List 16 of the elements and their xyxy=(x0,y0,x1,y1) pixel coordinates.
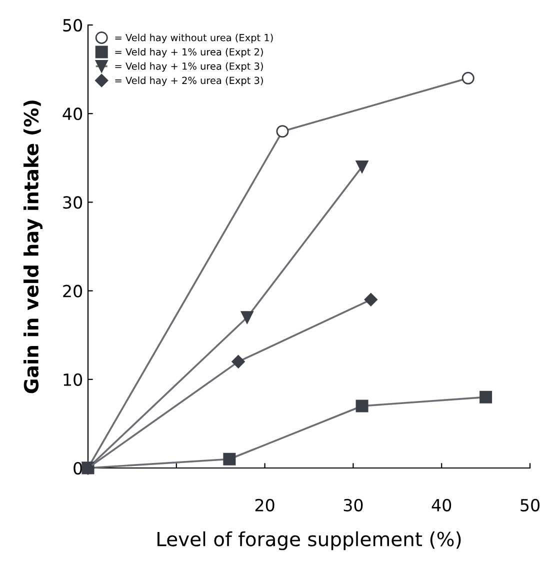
x-axis-title: Level of forage supplement (%) xyxy=(158,531,461,550)
x-tick-label: 30 xyxy=(344,498,363,512)
y-tick-label: 40 xyxy=(62,108,82,120)
y-tick-label: 20 xyxy=(63,284,82,298)
x-tick-label: 20 xyxy=(255,498,274,512)
y-tick-label: 0 xyxy=(74,462,82,475)
legend-label: = Veld hay + 1% urea (Expt 2) xyxy=(115,48,263,58)
y-tick-label: 50 xyxy=(63,18,82,32)
legend-label: = Veld hay without urea (Expt 1) xyxy=(115,34,273,44)
y-axis-title: Gain in veld hay intake (%) xyxy=(24,100,42,394)
y-tick-label: 30 xyxy=(63,196,82,209)
y-tick-label: 10 xyxy=(64,373,82,386)
legend-label: = Veld hay + 1% urea (Expt 3) xyxy=(115,62,263,72)
x-tick-label: 40 xyxy=(432,498,452,512)
x-tick-label: 50 xyxy=(520,498,540,512)
legend-label: = Veld hay + 2% urea (Expt 3) xyxy=(115,76,263,86)
